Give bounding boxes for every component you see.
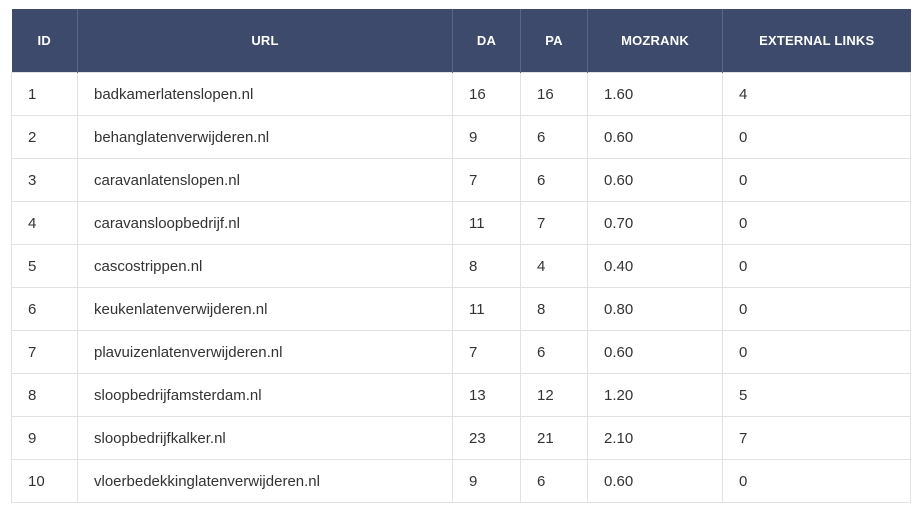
table-body: 1 badkamerlatenslopen.nl 16 16 1.60 4 2 … — [11, 72, 911, 503]
cell-mozrank: 2.10 — [587, 416, 723, 460]
table-row: 5 cascostrippen.nl 8 4 0.40 0 — [11, 244, 911, 288]
cell-url: behanglatenverwijderen.nl — [77, 115, 453, 159]
cell-da: 9 — [452, 115, 521, 159]
cell-id: 2 — [11, 115, 78, 159]
cell-pa: 4 — [520, 244, 588, 288]
cell-url: badkamerlatenslopen.nl — [77, 72, 453, 116]
column-header-da: DA — [452, 9, 521, 73]
cell-da: 9 — [452, 459, 521, 503]
cell-url: caravanlatenslopen.nl — [77, 158, 453, 202]
cell-da: 23 — [452, 416, 521, 460]
cell-external-links: 0 — [722, 244, 911, 288]
cell-pa: 7 — [520, 201, 588, 245]
cell-external-links: 0 — [722, 158, 911, 202]
cell-external-links: 0 — [722, 459, 911, 503]
cell-id: 8 — [11, 373, 78, 417]
cell-da: 11 — [452, 201, 521, 245]
cell-pa: 6 — [520, 330, 588, 374]
cell-id: 10 — [11, 459, 78, 503]
cell-id: 9 — [11, 416, 78, 460]
cell-id: 6 — [11, 287, 78, 331]
cell-id: 7 — [11, 330, 78, 374]
cell-da: 11 — [452, 287, 521, 331]
cell-da: 7 — [452, 158, 521, 202]
cell-mozrank: 0.60 — [587, 459, 723, 503]
cell-pa: 6 — [520, 115, 588, 159]
cell-da: 16 — [452, 72, 521, 116]
table-row: 9 sloopbedrijfkalker.nl 23 21 2.10 7 — [11, 416, 911, 460]
cell-pa: 12 — [520, 373, 588, 417]
cell-id: 3 — [11, 158, 78, 202]
cell-external-links: 0 — [722, 115, 911, 159]
cell-mozrank: 0.60 — [587, 115, 723, 159]
cell-pa: 8 — [520, 287, 588, 331]
column-header-pa: PA — [520, 9, 588, 73]
table-row: 4 caravansloopbedrijf.nl 11 7 0.70 0 — [11, 201, 911, 245]
cell-url: caravansloopbedrijf.nl — [77, 201, 453, 245]
cell-pa: 6 — [520, 459, 588, 503]
cell-mozrank: 0.40 — [587, 244, 723, 288]
cell-id: 5 — [11, 244, 78, 288]
cell-url: keukenlatenverwijderen.nl — [77, 287, 453, 331]
cell-url: cascostrippen.nl — [77, 244, 453, 288]
cell-da: 8 — [452, 244, 521, 288]
cell-external-links: 0 — [722, 287, 911, 331]
header-row: ID URL DA PA MOZRANK EXTERNAL LINKS — [11, 9, 911, 73]
cell-external-links: 0 — [722, 330, 911, 374]
cell-external-links: 0 — [722, 201, 911, 245]
cell-mozrank: 0.60 — [587, 158, 723, 202]
column-header-mozrank: MOZRANK — [587, 9, 723, 73]
table-row: 7 plavuizenlatenverwijderen.nl 7 6 0.60 … — [11, 330, 911, 374]
cell-external-links: 5 — [722, 373, 911, 417]
cell-da: 13 — [452, 373, 521, 417]
column-header-url: URL — [77, 9, 453, 73]
cell-mozrank: 0.60 — [587, 330, 723, 374]
cell-pa: 6 — [520, 158, 588, 202]
cell-external-links: 4 — [722, 72, 911, 116]
seo-metrics-table: ID URL DA PA MOZRANK EXTERNAL LINKS 1 ba… — [11, 9, 911, 503]
cell-pa: 16 — [520, 72, 588, 116]
cell-mozrank: 0.80 — [587, 287, 723, 331]
column-header-id: ID — [11, 9, 78, 73]
table-row: 1 badkamerlatenslopen.nl 16 16 1.60 4 — [11, 72, 911, 116]
cell-url: sloopbedrijfkalker.nl — [77, 416, 453, 460]
seo-table-container: ID URL DA PA MOZRANK EXTERNAL LINKS 1 ba… — [11, 9, 911, 503]
cell-url: plavuizenlatenverwijderen.nl — [77, 330, 453, 374]
table-row: 6 keukenlatenverwijderen.nl 11 8 0.80 0 — [11, 287, 911, 331]
column-header-external-links: EXTERNAL LINKS — [722, 9, 911, 73]
table-header: ID URL DA PA MOZRANK EXTERNAL LINKS — [11, 9, 911, 73]
table-row: 8 sloopbedrijfamsterdam.nl 13 12 1.20 5 — [11, 373, 911, 417]
cell-external-links: 7 — [722, 416, 911, 460]
cell-mozrank: 1.20 — [587, 373, 723, 417]
table-row: 10 vloerbedekkinglatenverwijderen.nl 9 6… — [11, 459, 911, 503]
table-row: 3 caravanlatenslopen.nl 7 6 0.60 0 — [11, 158, 911, 202]
cell-id: 1 — [11, 72, 78, 116]
cell-da: 7 — [452, 330, 521, 374]
cell-url: sloopbedrijfamsterdam.nl — [77, 373, 453, 417]
cell-pa: 21 — [520, 416, 588, 460]
table-row: 2 behanglatenverwijderen.nl 9 6 0.60 0 — [11, 115, 911, 159]
cell-url: vloerbedekkinglatenverwijderen.nl — [77, 459, 453, 503]
cell-id: 4 — [11, 201, 78, 245]
cell-mozrank: 1.60 — [587, 72, 723, 116]
cell-mozrank: 0.70 — [587, 201, 723, 245]
